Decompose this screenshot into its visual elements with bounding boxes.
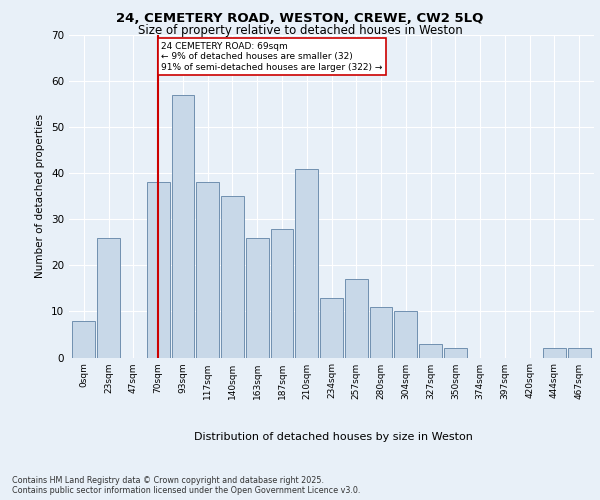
Text: Contains HM Land Registry data © Crown copyright and database right 2025.
Contai: Contains HM Land Registry data © Crown c…: [12, 476, 361, 495]
Bar: [97, 238, 120, 358]
Bar: [147, 182, 170, 358]
Bar: [271, 228, 293, 358]
Bar: [196, 182, 219, 358]
Bar: [246, 238, 269, 358]
Bar: [172, 95, 194, 357]
Bar: [345, 279, 368, 357]
Text: Distribution of detached houses by size in Weston: Distribution of detached houses by size …: [194, 432, 472, 442]
Bar: [73, 320, 95, 358]
Bar: [370, 307, 392, 358]
Y-axis label: Number of detached properties: Number of detached properties: [35, 114, 46, 278]
Bar: [221, 196, 244, 358]
Bar: [543, 348, 566, 358]
Bar: [295, 168, 318, 358]
Text: 24, CEMETERY ROAD, WESTON, CREWE, CW2 5LQ: 24, CEMETERY ROAD, WESTON, CREWE, CW2 5L…: [116, 12, 484, 26]
Bar: [444, 348, 467, 358]
Text: 24 CEMETERY ROAD: 69sqm
← 9% of detached houses are smaller (32)
91% of semi-det: 24 CEMETERY ROAD: 69sqm ← 9% of detached…: [161, 42, 382, 72]
Text: Size of property relative to detached houses in Weston: Size of property relative to detached ho…: [137, 24, 463, 37]
Bar: [320, 298, 343, 358]
Bar: [568, 348, 590, 358]
Bar: [419, 344, 442, 357]
Bar: [394, 312, 417, 358]
